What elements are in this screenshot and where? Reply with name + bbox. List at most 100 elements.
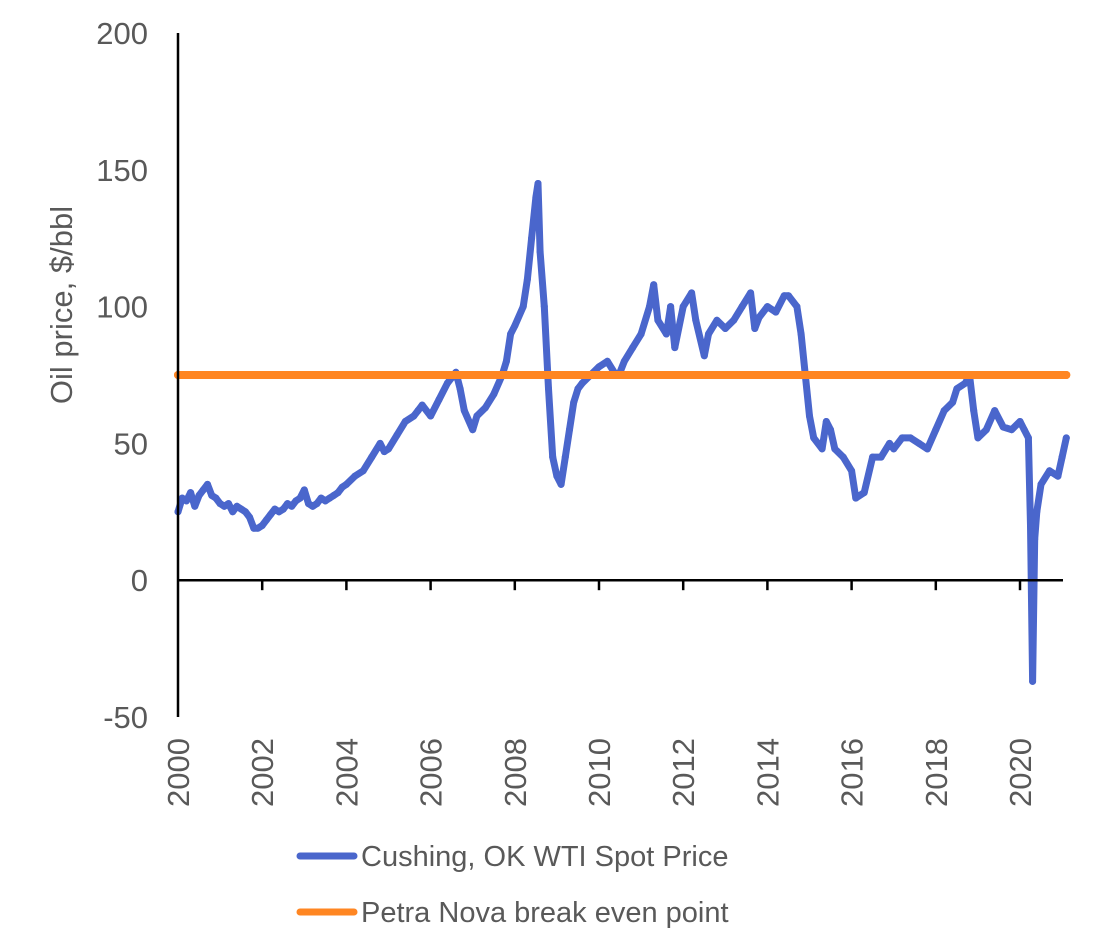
data-point [890, 445, 898, 453]
data-point [191, 502, 199, 510]
data-point [620, 357, 628, 365]
data-point [334, 489, 342, 497]
data-point [351, 472, 359, 480]
data-point [671, 344, 679, 352]
data-point [860, 489, 868, 497]
data-point [637, 330, 645, 338]
legend-label: Cushing, OK WTI Spot Price [361, 841, 728, 873]
y-tick-label: 100 [96, 290, 148, 325]
data-point [772, 308, 780, 316]
data-point [536, 248, 544, 256]
data-point [949, 398, 957, 406]
data-point [557, 480, 565, 488]
data-point [401, 418, 409, 425]
data-point [738, 303, 746, 311]
data-point [566, 426, 573, 434]
data-point [473, 412, 481, 420]
data-point [679, 303, 687, 311]
data-point [974, 434, 982, 442]
data-point [595, 363, 603, 371]
data-point [982, 426, 990, 434]
data-point [376, 439, 384, 447]
data-point [385, 445, 392, 453]
y-tick-label: 200 [96, 16, 148, 51]
data-point [827, 426, 834, 434]
data-point [246, 513, 254, 521]
data-point [427, 412, 435, 420]
x-tick-label: 2008 [498, 738, 533, 807]
data-point [730, 316, 738, 324]
data-point [629, 344, 637, 352]
data-point [561, 453, 569, 461]
x-axis-ticks [260, 580, 1022, 591]
data-point [1062, 434, 1070, 442]
series-line-wti-spot-price [174, 180, 1070, 685]
data-point [755, 314, 763, 321]
data-point [1033, 508, 1041, 516]
data-point [818, 445, 826, 453]
data-point [961, 379, 969, 387]
data-point [721, 325, 729, 332]
data-point [713, 316, 721, 324]
data-point [342, 480, 350, 488]
x-tick-label: 2010 [582, 738, 617, 807]
data-point [654, 316, 662, 324]
data-point [886, 439, 893, 447]
data-point [229, 508, 237, 516]
x-tick-label: 2020 [1003, 738, 1038, 807]
data-point [195, 491, 203, 499]
y-tick-label: 50 [114, 426, 148, 461]
data-point [523, 275, 531, 283]
data-point [549, 453, 557, 461]
data-point [279, 505, 287, 513]
data-point [915, 439, 923, 447]
data-point [393, 431, 401, 439]
data-point [574, 385, 582, 393]
data-point [797, 330, 805, 338]
data-point [410, 412, 418, 420]
x-tick-label: 2006 [414, 738, 449, 807]
y-tick-label: 150 [96, 153, 148, 188]
data-point [848, 467, 856, 475]
data-point [212, 494, 220, 502]
data-point [1024, 434, 1032, 442]
legend: Cushing, OK WTI Spot Price Petra Nova bre… [296, 841, 729, 929]
data-point [751, 325, 759, 332]
data-point [532, 193, 540, 201]
data-point [519, 303, 527, 311]
data-point [923, 445, 931, 453]
data-point [313, 500, 321, 508]
data-point [469, 426, 477, 434]
data-point [1046, 467, 1053, 475]
data-point [507, 330, 515, 338]
data-point [187, 489, 195, 497]
data-point [553, 472, 561, 480]
data-point [810, 434, 818, 442]
data-point [1062, 371, 1071, 379]
data-point [662, 330, 670, 338]
data-point [490, 390, 498, 398]
data-point [650, 281, 658, 289]
data-point [418, 401, 426, 409]
data-point [831, 445, 839, 453]
data-point [940, 407, 948, 415]
data-point [932, 426, 940, 434]
data-point [267, 511, 275, 518]
data-point [1020, 426, 1028, 434]
data-point [182, 497, 190, 505]
data-point [747, 289, 755, 297]
data-point [953, 385, 961, 393]
y-axis-title: Oil price, $/bbl [44, 206, 79, 404]
data-point [199, 486, 207, 494]
data-point [646, 303, 653, 311]
data-point [414, 407, 422, 415]
data-point [991, 407, 999, 415]
data-point [288, 502, 296, 510]
series-layer [174, 180, 1071, 685]
data-point [1058, 453, 1066, 461]
data-point [578, 379, 586, 387]
data-point [1016, 418, 1024, 425]
data-point [1008, 426, 1016, 434]
data-point [300, 486, 308, 494]
